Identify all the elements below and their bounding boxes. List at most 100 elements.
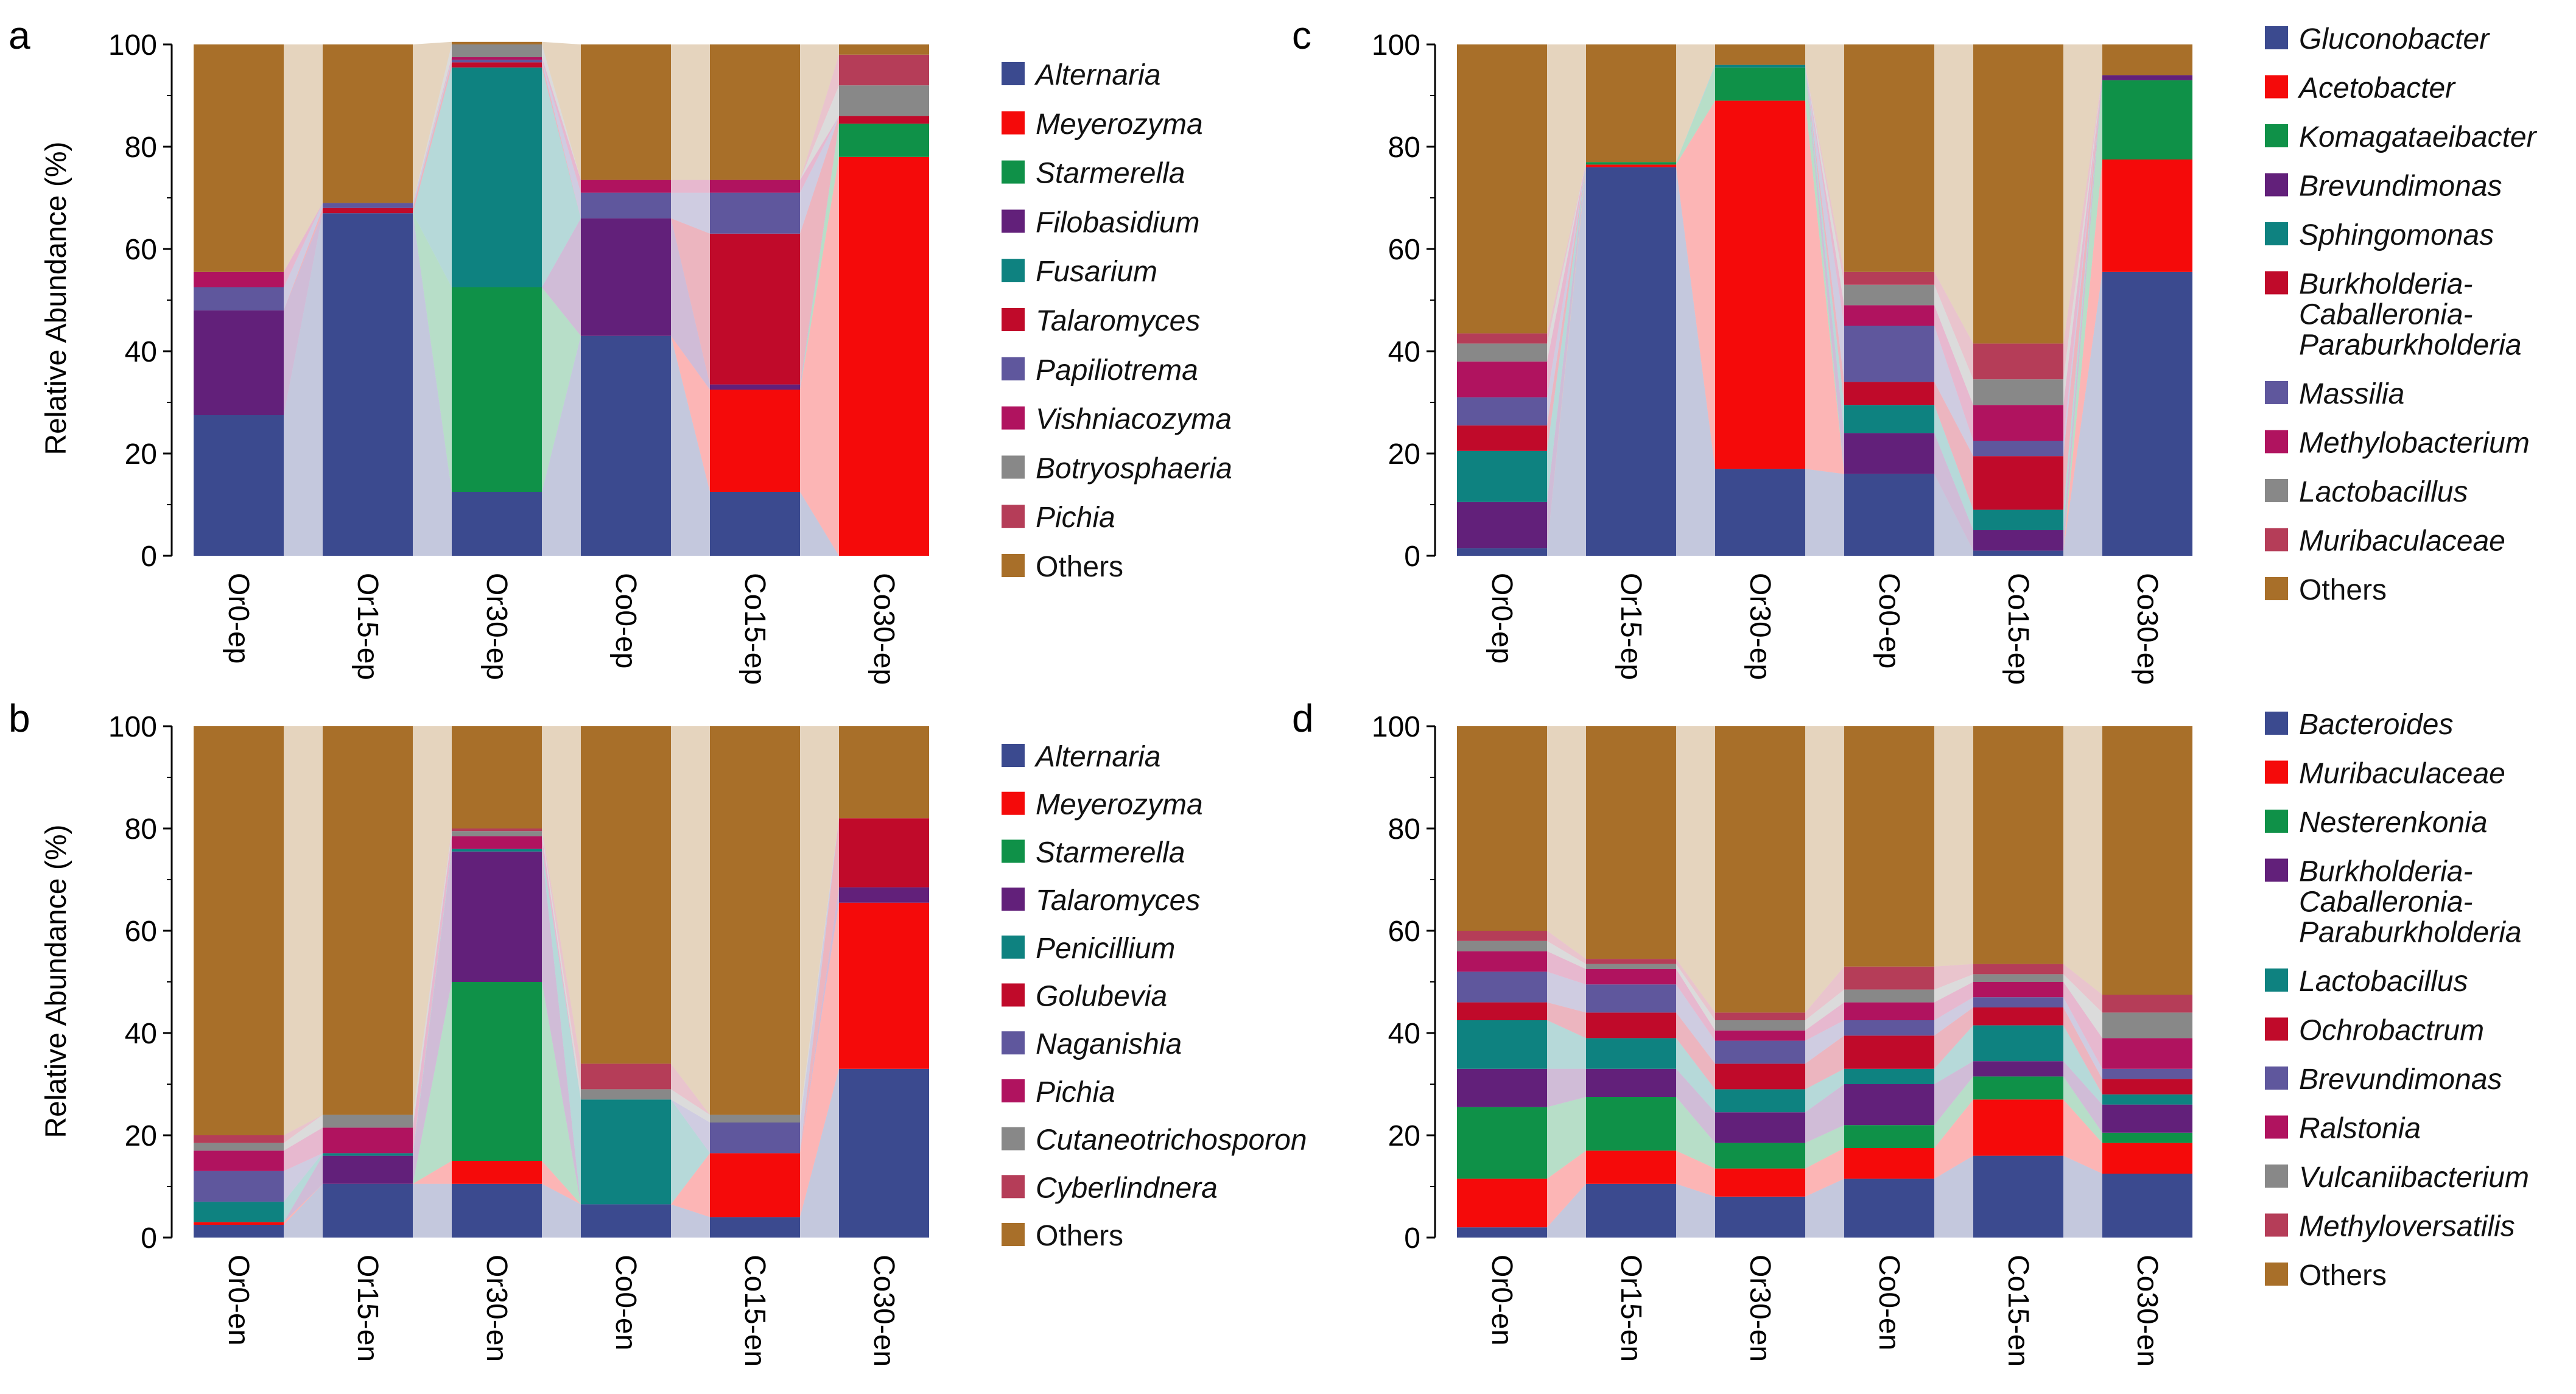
connector-band <box>1805 65 1844 405</box>
legend-label: Sphingomonas <box>2299 219 2494 251</box>
connector-band <box>1805 1148 1844 1197</box>
legend-swatch <box>2265 712 2288 735</box>
legend-label-line: Burkholderia- <box>2299 268 2472 301</box>
bar-segment <box>1844 1002 1934 1020</box>
connector-bands-d <box>1547 726 2102 1238</box>
legend-swatch <box>2265 1165 2288 1188</box>
connector-band <box>542 218 581 336</box>
x-tick-label: Co30-en <box>868 1255 900 1367</box>
legend-label-line: Pichia <box>1036 502 1115 534</box>
connector-band <box>1547 726 1586 959</box>
connector-band <box>542 67 581 288</box>
bar-segment <box>1457 44 1547 334</box>
connector-band <box>1805 65 1844 433</box>
connector-band <box>1805 1020 1844 1064</box>
bar-segment <box>1457 726 1547 931</box>
y-tick-label: 80 <box>125 131 157 164</box>
connector-band <box>1805 1068 1844 1113</box>
connector-band <box>2063 75 2102 380</box>
x-tick-label: Or0-en <box>1486 1255 1518 1345</box>
bar-segment <box>1844 726 1934 967</box>
connector-band <box>1805 67 1844 474</box>
connector-band <box>413 831 452 1128</box>
connector-band <box>1934 284 1973 405</box>
bar-segment <box>1457 548 1547 556</box>
legend-label-line: Vishniacozyma <box>1036 404 1232 436</box>
bar-segment <box>1457 333 1547 344</box>
bar-segment <box>194 1222 284 1225</box>
legend-label: Methylobacterium <box>2299 427 2530 460</box>
y-tick-label: 80 <box>1388 813 1420 846</box>
legend-swatch <box>1002 744 1025 767</box>
connector-band <box>2063 80 2102 551</box>
connector-band <box>671 1099 710 1154</box>
bar-segment <box>1844 1068 1934 1084</box>
legend-label-line: Burkholderia- <box>2299 856 2472 888</box>
legend-swatch <box>2265 381 2288 404</box>
bar-segment <box>194 1225 284 1238</box>
panel-c: c 0 20 40 60 80 100 Or0-ep Or15-ep Or30-ep Co0-ep… <box>1292 13 2538 685</box>
connector-band <box>800 818 839 1123</box>
bar-segment <box>2102 1094 2192 1105</box>
bar-segment <box>194 415 284 556</box>
legend-label-line: Meyerozyma <box>1036 108 1203 141</box>
connector-band <box>1676 726 1715 1013</box>
connector-band <box>284 1183 323 1225</box>
bar-segment <box>452 41 542 44</box>
panel-label-b: b <box>9 696 30 740</box>
legend-swatch <box>1002 935 1025 959</box>
bar-segment <box>710 1115 800 1123</box>
connector-band <box>413 44 452 203</box>
connector-band <box>1805 1179 1844 1238</box>
bar-segment <box>1457 361 1547 398</box>
y-tick-label: 80 <box>125 813 157 846</box>
bar-segment <box>1715 1020 1805 1031</box>
legend-a: Alternaria Meyerozyma Starmerella Filobasid… <box>1002 59 1232 583</box>
connector-band <box>542 982 581 1205</box>
connector-band <box>413 982 452 1184</box>
legend-label-line: Brevundimonas <box>2299 1063 2502 1096</box>
bar-segment <box>1715 67 1805 101</box>
bar-segment <box>1973 44 2063 344</box>
legend-swatch <box>2265 1263 2288 1286</box>
legend-swatch <box>2265 528 2288 552</box>
bar-segment <box>1973 974 2063 982</box>
connector-band <box>1547 162 1586 548</box>
connector-band <box>2063 271 2102 556</box>
bar-segment <box>1586 167 1676 556</box>
legend-c: Gluconobacter Acetobacter Komagataeibacter… <box>2265 23 2538 606</box>
bar-segment <box>839 726 929 819</box>
connector-band <box>671 335 710 492</box>
connector-band <box>413 836 452 1154</box>
legend-label: Alternaria <box>1034 59 1160 91</box>
connector-band <box>2063 982 2102 1069</box>
connector-band <box>1547 162 1586 362</box>
connector-band <box>1547 162 1586 451</box>
bar-segment <box>1844 433 1934 474</box>
legend-swatch <box>1002 554 1025 577</box>
legend-swatch <box>2265 479 2288 502</box>
panel-a: a Relative Abundance (%) 0 20 40 60 80 100 Or0… <box>9 13 1232 685</box>
connector-bands-b <box>284 726 839 1238</box>
connector-band <box>284 1183 323 1238</box>
bar-segment <box>194 287 284 310</box>
legend-label: Filobasidium <box>1036 206 1199 239</box>
bar-segment <box>1973 1025 2063 1062</box>
bar-segment <box>839 85 929 116</box>
legend-label: Others <box>2299 1259 2387 1292</box>
connector-band <box>1676 65 1715 163</box>
legend-label: Muribaculaceae <box>2299 758 2505 790</box>
legend-label-line: Bacteroides <box>2299 709 2453 741</box>
bar-segment <box>1973 456 2063 510</box>
y-tick-label: 40 <box>1388 336 1420 368</box>
legend-label-line: Talaromyces <box>1036 305 1200 337</box>
connector-band <box>1805 1002 1844 1041</box>
bar-segment <box>1586 959 1676 964</box>
y-axis-b: 0 20 40 60 80 100 <box>108 711 173 1255</box>
bar-segment <box>1973 1099 2063 1156</box>
legend-swatch <box>1002 1031 1025 1055</box>
connector-band <box>800 116 839 385</box>
bar-segment <box>581 1063 671 1090</box>
bar-segment <box>1844 1084 1934 1126</box>
legend-swatch <box>2265 124 2288 147</box>
